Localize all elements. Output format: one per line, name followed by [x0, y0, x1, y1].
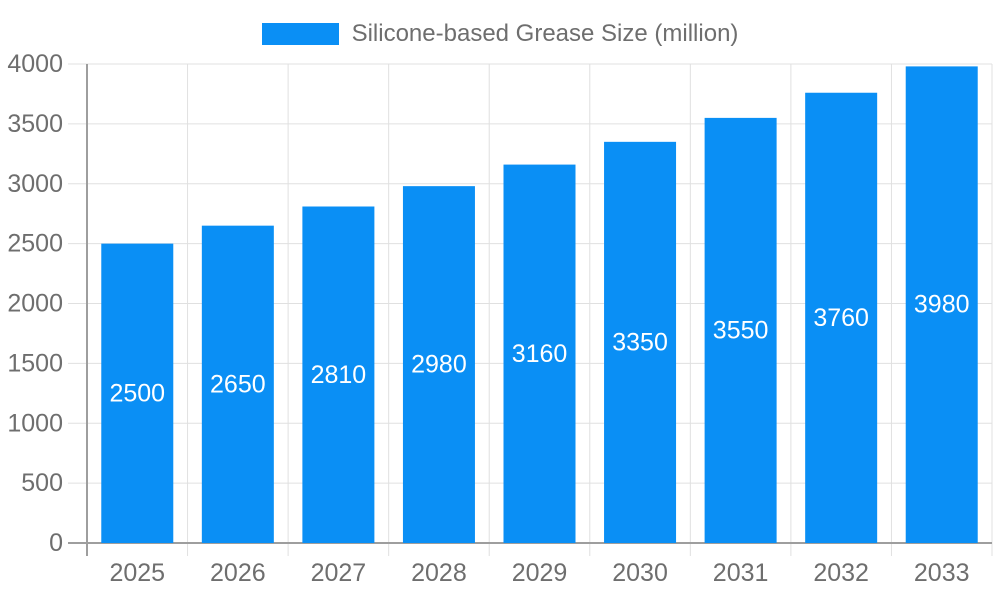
y-tick-label: 500: [21, 469, 63, 497]
bar-2027: [302, 206, 375, 543]
bar-value-label: 2500: [109, 379, 165, 407]
y-tick-label: 2000: [7, 290, 63, 318]
y-tick-label: 2500: [7, 230, 63, 258]
x-tick-label: 2031: [713, 559, 769, 587]
bar-2026: [201, 225, 274, 543]
legend-label: Silicone-based Grease Size (million): [351, 20, 739, 47]
x-tick-label: 2027: [311, 559, 367, 587]
bar-value-label: 3980: [914, 291, 970, 319]
legend-color-swatch-icon: [261, 23, 339, 45]
x-tick-label: 2032: [813, 559, 869, 587]
bar-value-label: 2810: [311, 361, 367, 389]
x-tick-label: 2025: [109, 559, 165, 587]
chart-legend[interactable]: Silicone-based Grease Size (million): [0, 22, 1000, 46]
y-tick-label: 3000: [7, 170, 63, 198]
bar-value-label: 2980: [411, 351, 467, 379]
bar-value-label: 2650: [210, 370, 266, 398]
bar-2030: [604, 141, 677, 543]
bar-2028: [402, 186, 475, 543]
x-tick-label: 2030: [612, 559, 668, 587]
bar-2029: [503, 164, 576, 543]
y-tick-label: 3500: [7, 110, 63, 138]
y-tick-label: 1000: [7, 409, 63, 437]
y-tick-label: 0: [49, 529, 63, 557]
bar-2025: [101, 243, 174, 543]
x-tick-label: 2026: [210, 559, 266, 587]
bar-2033: [905, 66, 978, 544]
x-tick-label: 2028: [411, 559, 467, 587]
bar-value-label: 3760: [813, 304, 869, 332]
bar-value-label: 3550: [713, 316, 769, 344]
y-tick-label: 4000: [7, 50, 63, 78]
bar-2032: [805, 92, 878, 544]
bar-value-label: 3160: [512, 340, 568, 368]
x-tick-label: 2033: [914, 559, 970, 587]
bar-value-label: 3350: [612, 328, 668, 356]
y-tick-label: 1500: [7, 349, 63, 377]
x-tick-label: 2029: [512, 559, 568, 587]
bar-2031: [704, 117, 777, 543]
